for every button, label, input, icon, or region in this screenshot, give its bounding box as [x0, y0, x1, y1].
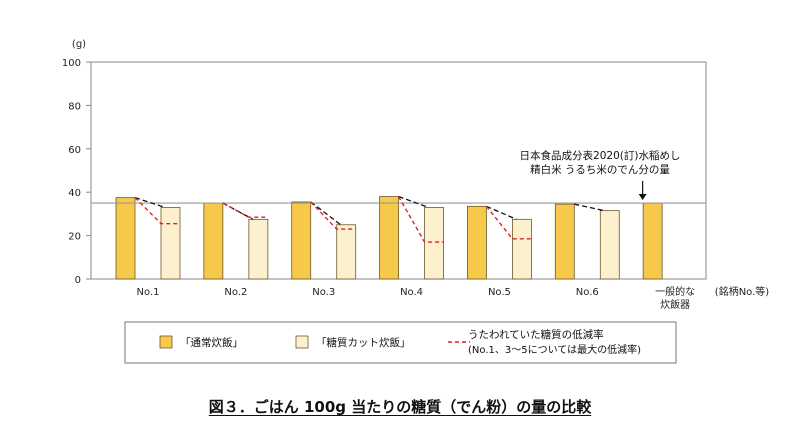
- actual-connector: [574, 203, 605, 212]
- legend-label-claimed: うたわれていた糖質の低減率: [468, 328, 604, 341]
- bar-normal: [203, 202, 224, 280]
- bar-cut: [336, 224, 357, 280]
- x-tick-label: No.6: [576, 287, 599, 298]
- legend-swatch-normal: [159, 335, 173, 349]
- actual-connector: [398, 195, 429, 209]
- legend-note-claimed: (No.1、3～5については最大の低減率): [468, 343, 641, 356]
- bar-normal: [467, 205, 487, 280]
- y-tick-label: 80: [68, 101, 81, 112]
- claimed-reduction-line: [397, 196, 444, 243]
- caption-text: 図３．ごはん 100g 当たりの糖質（でん粉）の量の比較: [208, 398, 592, 416]
- y-tick-label: 20: [68, 232, 81, 243]
- bar-cut: [599, 210, 620, 280]
- bar-normal: [554, 203, 575, 280]
- legend-box: [124, 321, 677, 364]
- bar-cut: [424, 206, 444, 280]
- claimed-reduction-line: [222, 202, 268, 218]
- bar-cut: [160, 206, 181, 280]
- x-axis-suffix: (銘柄No.等): [715, 285, 770, 298]
- bar-normal: [115, 197, 136, 280]
- x-tick-label: No.4: [400, 287, 423, 298]
- actual-connector: [134, 197, 166, 209]
- reference-annotation: 日本食品成分表2020(訂)水稲めし精白米 うるち米のでん分の量: [520, 149, 681, 176]
- bar-normal: [642, 202, 663, 280]
- legend-label-cut: 「糖質カット炊飯」: [316, 336, 411, 349]
- claimed-reduction-line: [310, 201, 356, 230]
- actual-connector: [486, 205, 517, 220]
- x-tick-label: No.5: [488, 287, 511, 298]
- bar-chart: 0 20 40 60 80 100 (g) No.1 No.2 No.3 No.4 No.5 No.6 一…: [62, 39, 770, 364]
- x-tick-label: No.1: [137, 287, 160, 298]
- bar-normal: [379, 196, 399, 280]
- x-tick-label: No.3: [312, 287, 335, 298]
- x-tick-label: No.2: [224, 287, 247, 298]
- claimed-reduction-line: [134, 197, 180, 225]
- y-tick-label: 100: [62, 58, 81, 69]
- figure-caption: 図３．ごはん 100g 当たりの糖質（でん粉）の量の比較: [0, 396, 800, 417]
- y-tick-label: 60: [68, 145, 81, 156]
- bar-cut: [248, 218, 269, 280]
- legend-swatch-cut: [295, 335, 309, 349]
- annotation-arrow-head: [638, 194, 647, 201]
- x-tick-label: 一般的な炊飯器: [655, 285, 695, 311]
- y-tick-label: 0: [75, 275, 81, 286]
- y-unit-label: (g): [72, 39, 86, 50]
- bar-cut: [512, 218, 532, 280]
- legend-label-normal: 「通常炊飯」: [180, 336, 243, 349]
- y-tick-label: 40: [68, 188, 81, 199]
- actual-connector: [310, 201, 342, 226]
- bar-normal: [291, 201, 312, 280]
